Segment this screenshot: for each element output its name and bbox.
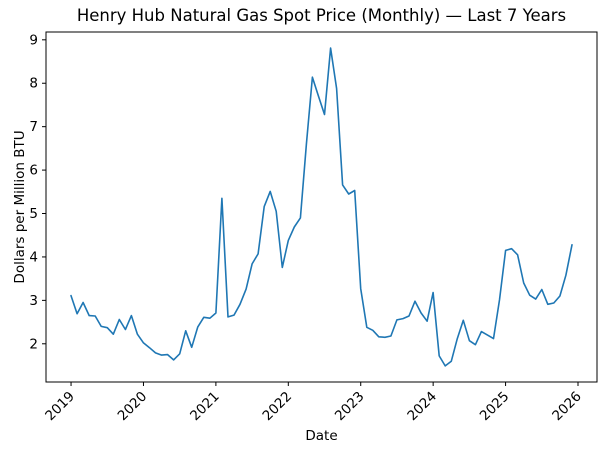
- y-tick-label: 6: [29, 163, 38, 179]
- chart-title: Henry Hub Natural Gas Spot Price (Monthl…: [77, 6, 566, 25]
- y-tick-label: 5: [29, 206, 38, 222]
- plot-border: [45, 31, 598, 383]
- y-tick-label: 8: [29, 76, 38, 92]
- x-axis-label: Date: [305, 428, 337, 444]
- y-tick-label: 9: [29, 32, 38, 48]
- y-axis-label: Dollars per Million BTU: [12, 130, 28, 283]
- price-line: [70, 47, 573, 367]
- y-tick-label: 2: [29, 336, 38, 352]
- y-tick-label: 7: [29, 119, 38, 135]
- y-tick-label: 3: [29, 293, 38, 309]
- y-tick-label: 4: [29, 249, 38, 265]
